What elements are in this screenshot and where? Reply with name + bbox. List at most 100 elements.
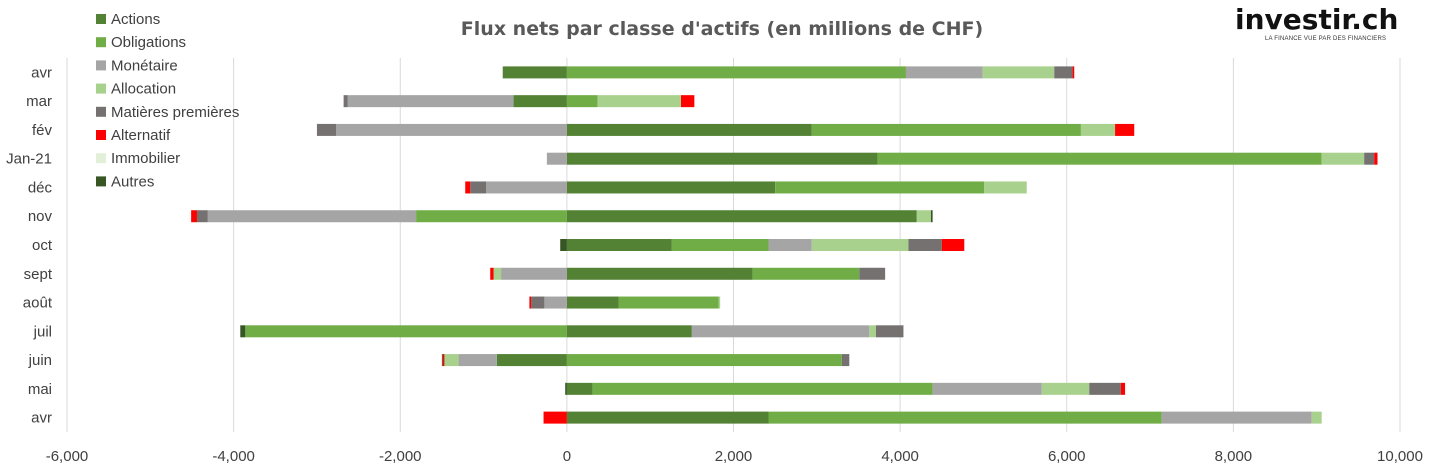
bar-segment <box>493 267 502 280</box>
bar-segment <box>1115 123 1135 136</box>
bar-segment <box>752 267 860 280</box>
bar-segment <box>768 239 812 251</box>
bar-segment <box>566 296 619 309</box>
category-label: mai <box>28 381 52 398</box>
x-tick-label: -2,000 <box>379 448 422 465</box>
category-label: nov <box>28 208 53 225</box>
category-label: avr <box>31 410 52 427</box>
bar-segment <box>245 325 567 338</box>
bar-segment <box>566 382 593 395</box>
bar-segment <box>768 411 1162 424</box>
legend-swatch <box>96 176 106 187</box>
legend-label: Autres <box>111 173 154 190</box>
bar-segment <box>490 267 494 280</box>
bar-segment <box>513 95 567 108</box>
bar-segment <box>496 354 567 367</box>
bar-segment <box>1120 382 1126 395</box>
bar-segment <box>566 66 906 79</box>
bar-segment <box>671 239 769 251</box>
bar-segment <box>316 123 337 136</box>
bar-segment <box>546 152 567 165</box>
bar-segment <box>566 239 672 251</box>
bar-segment <box>566 181 776 194</box>
x-tick-label: 0 <box>563 448 571 465</box>
x-tick-label: 6,000 <box>1048 448 1086 465</box>
category-label: déc <box>28 179 53 196</box>
bar-segment <box>1054 66 1073 79</box>
chart-title: Flux nets par classe d'actifs (en millio… <box>461 18 983 40</box>
bar-segment <box>470 181 487 194</box>
bar-segment <box>984 181 1027 194</box>
legend-label: Monétaire <box>111 57 178 74</box>
category-label: août <box>23 295 53 312</box>
bar-segment <box>691 325 870 338</box>
bar-segment <box>191 210 197 223</box>
bar-segment <box>811 123 1081 136</box>
bar-segment <box>566 152 878 165</box>
bar-segment <box>681 95 695 108</box>
bar-segment <box>877 152 1322 165</box>
legend-label: Immobilier <box>111 150 180 167</box>
bar-segment <box>501 267 567 280</box>
bar-segment <box>465 181 471 194</box>
bar-segment <box>207 210 417 223</box>
bar-segment <box>930 210 933 223</box>
bar-segment <box>1080 123 1116 136</box>
x-tick-label: 10,000 <box>1377 448 1423 465</box>
bar-segment <box>718 296 721 309</box>
bar-segment <box>869 325 876 338</box>
bar-segment <box>597 95 682 108</box>
bar-segment <box>775 181 985 194</box>
bar-segment <box>458 354 497 367</box>
logo: investir.ch LA FINANCE VUE PAR DES FINAN… <box>1235 3 1398 42</box>
bar-segment <box>486 181 567 194</box>
logo-text: investir.ch <box>1235 3 1398 36</box>
category-label: fév <box>32 122 53 139</box>
legend-swatch <box>96 14 106 24</box>
bar-segment <box>1072 66 1075 79</box>
bar-segment <box>905 66 983 79</box>
bar-segment <box>875 325 904 338</box>
legend-label: Allocation <box>111 81 176 98</box>
category-label: juil <box>33 323 52 340</box>
legend-swatch <box>96 106 106 117</box>
bar-segment <box>444 354 459 367</box>
category-label: sept <box>24 266 53 283</box>
bar-segment <box>347 95 514 108</box>
category-labels: avr mai juin juil août sept oct nov déc Jan-21 fév… <box>6 64 53 426</box>
category-label: avr <box>31 64 52 81</box>
bar-segment <box>502 66 567 79</box>
bar-segment <box>908 239 942 251</box>
legend-swatch <box>96 83 106 94</box>
bar-segment <box>1374 152 1378 165</box>
bar-segment <box>1041 382 1090 395</box>
category-label: mar <box>26 93 52 110</box>
bar-segment <box>841 354 850 367</box>
bar-segment <box>416 210 567 223</box>
x-tick-label: 4,000 <box>881 448 919 465</box>
bar-segment <box>566 210 917 223</box>
bar-segment <box>240 325 246 338</box>
bar-segment <box>196 210 208 223</box>
bar-segment <box>531 296 545 309</box>
bar-segment <box>543 411 567 424</box>
bar-segment <box>618 296 719 309</box>
legend-label: Obligations <box>111 34 186 51</box>
bar-segment <box>941 239 965 251</box>
bar-segment <box>529 296 532 309</box>
bar-segment <box>442 354 445 367</box>
legend-swatch <box>96 37 106 48</box>
bar-segment <box>859 267 886 280</box>
bar-segment <box>565 382 567 395</box>
bar-segment <box>1364 152 1375 165</box>
bar-segment <box>544 296 567 309</box>
bar-segment <box>592 382 933 395</box>
logo-tagline: LA FINANCE VUE PAR DES FINANCIERS <box>1265 36 1386 42</box>
bar-segment <box>1321 152 1365 165</box>
legend-label: Alternatif <box>111 127 171 144</box>
category-label: juin <box>28 352 52 369</box>
bar-segment <box>566 325 692 338</box>
x-tick-label: -4,000 <box>212 448 255 465</box>
bar-segment <box>1089 382 1121 395</box>
